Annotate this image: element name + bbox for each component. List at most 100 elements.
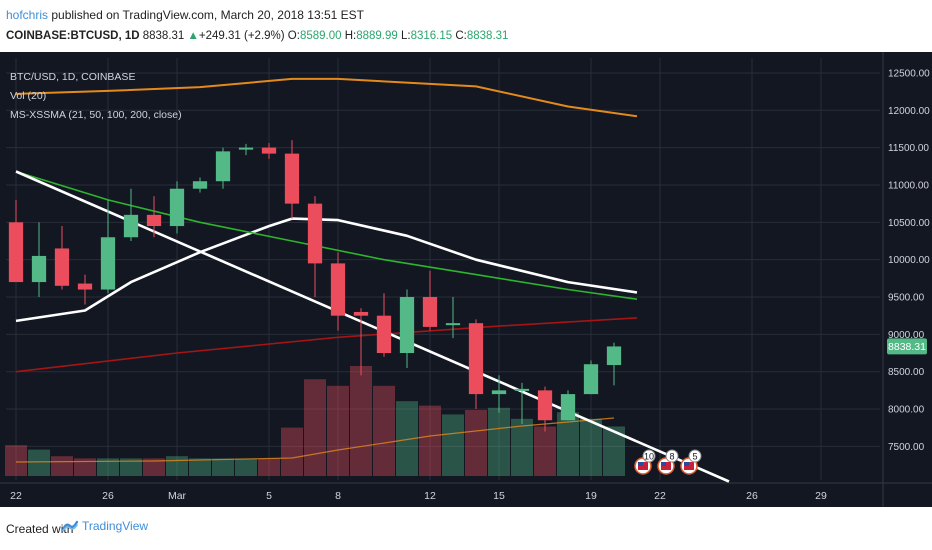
y-tick-label: 7500.00 xyxy=(888,442,925,453)
volume-bar xyxy=(557,412,579,476)
open-label: O: xyxy=(287,30,300,42)
volume-bar xyxy=(189,458,211,476)
event-count: 8 xyxy=(669,452,674,462)
candle-body xyxy=(261,147,277,154)
chart-legend: BTC/USD, 1D, COINBASE Vol (20) MS-XSSMA … xyxy=(10,71,182,121)
candle xyxy=(560,390,576,421)
author-link[interactable]: hofchris xyxy=(6,8,49,22)
volume-bar xyxy=(28,449,50,476)
candle-body xyxy=(238,147,254,150)
y-tick-label: 10000.00 xyxy=(888,255,930,266)
legend-ma[interactable]: MS-XSSMA (21, 50, 100, 200, close) xyxy=(10,109,182,121)
volume-bar xyxy=(488,407,510,476)
candle-body xyxy=(169,188,185,227)
candle xyxy=(399,289,415,368)
volume-bar xyxy=(258,458,280,476)
candle xyxy=(284,140,300,219)
candle xyxy=(100,199,116,294)
candle-body xyxy=(146,214,162,227)
volume-bar xyxy=(465,410,487,476)
volume-bar xyxy=(580,418,602,476)
event-count-bubble xyxy=(642,449,656,463)
event-count-bubble xyxy=(688,449,702,463)
x-tick-label: 19 xyxy=(585,490,597,502)
created-with-text: Created with xyxy=(6,522,74,536)
ma-orange-line xyxy=(15,77,638,118)
us-flag-canton xyxy=(661,462,666,466)
published-text: published on TradingView.com, March 20, … xyxy=(48,8,365,22)
candle xyxy=(491,375,507,413)
tradingview-brand[interactable]: TradingView xyxy=(62,519,148,533)
volume-bar xyxy=(281,427,303,476)
volume-bar xyxy=(120,458,142,476)
volume-bar xyxy=(97,458,119,476)
candle-body xyxy=(215,151,231,182)
candle-body xyxy=(54,248,70,286)
volume-bar xyxy=(373,385,395,476)
x-tick-label: 8 xyxy=(335,490,341,502)
ma-white-line xyxy=(15,217,638,323)
event-badge[interactable]: 5 xyxy=(680,449,702,475)
candle-body xyxy=(353,311,369,316)
x-tick-label: 15 xyxy=(493,490,505,502)
last-price: 8838.31 xyxy=(142,30,185,42)
volume-bar xyxy=(442,414,464,476)
event-count: 5 xyxy=(692,452,697,462)
legend-volume[interactable]: Vol (20) xyxy=(10,90,46,102)
volume-ma-line xyxy=(15,417,615,463)
axes: 12500.00 12000.00 11500.00 11000.00 10500.00… xyxy=(0,52,932,507)
candle xyxy=(261,143,277,159)
candle-body xyxy=(31,255,47,283)
candle-body xyxy=(376,315,392,354)
high-value: 8889.99 xyxy=(356,30,398,42)
x-tick-label: 26 xyxy=(746,490,758,502)
candle-body xyxy=(583,364,599,395)
footer: Created with TradingView xyxy=(0,507,932,550)
up-arrow-icon: ▲ xyxy=(187,30,199,42)
y-tick-label: 11500.00 xyxy=(888,143,929,154)
candle xyxy=(422,270,438,331)
y-tick-label: 9500.00 xyxy=(888,293,925,304)
candle-body xyxy=(330,263,346,316)
volume-bar xyxy=(235,458,257,476)
candle-body xyxy=(8,222,24,283)
tradingview-brand-label: TradingView xyxy=(82,519,149,533)
candle-body xyxy=(123,214,139,238)
candle xyxy=(353,308,369,376)
candle-body xyxy=(399,297,415,354)
ma-green-line xyxy=(15,170,638,300)
price-chart[interactable]: 10 8 5 12500.00 12000.00 11500.00 11000.00 105… xyxy=(0,52,932,507)
open-value: 8589.00 xyxy=(299,30,342,42)
volume-bar xyxy=(51,456,73,476)
candle-body xyxy=(192,181,208,189)
economic-events[interactable]: 10 8 5 xyxy=(634,449,702,475)
event-badge[interactable]: 8 xyxy=(657,449,679,475)
candle-body xyxy=(560,394,576,421)
close-value: 8838.31 xyxy=(466,30,509,42)
event-badge[interactable]: 10 xyxy=(634,449,656,475)
candle-body xyxy=(307,203,323,264)
candle xyxy=(468,319,484,410)
candle xyxy=(238,143,254,156)
candle xyxy=(77,274,93,305)
y-tick-label: 8500.00 xyxy=(888,367,925,378)
candle-body xyxy=(514,388,530,391)
volume-bars xyxy=(5,366,625,476)
candle xyxy=(123,188,139,241)
candle xyxy=(169,181,185,234)
candle-body xyxy=(445,323,461,326)
grid-lines xyxy=(6,58,880,480)
candle-body xyxy=(100,237,116,290)
candle-body xyxy=(284,153,300,204)
volume-bar xyxy=(327,385,349,476)
us-flag-canton xyxy=(638,462,643,466)
candle xyxy=(514,382,530,424)
volume-bar xyxy=(511,418,533,476)
tradingview-logo-icon xyxy=(62,520,78,532)
x-tick-label: 22 xyxy=(10,490,22,502)
close-label: C: xyxy=(455,30,467,42)
price-tag-value: 8838.31 xyxy=(888,341,926,353)
y-tick-label: 12000.00 xyxy=(888,106,930,117)
volume-bar xyxy=(74,458,96,476)
candle xyxy=(215,147,231,189)
